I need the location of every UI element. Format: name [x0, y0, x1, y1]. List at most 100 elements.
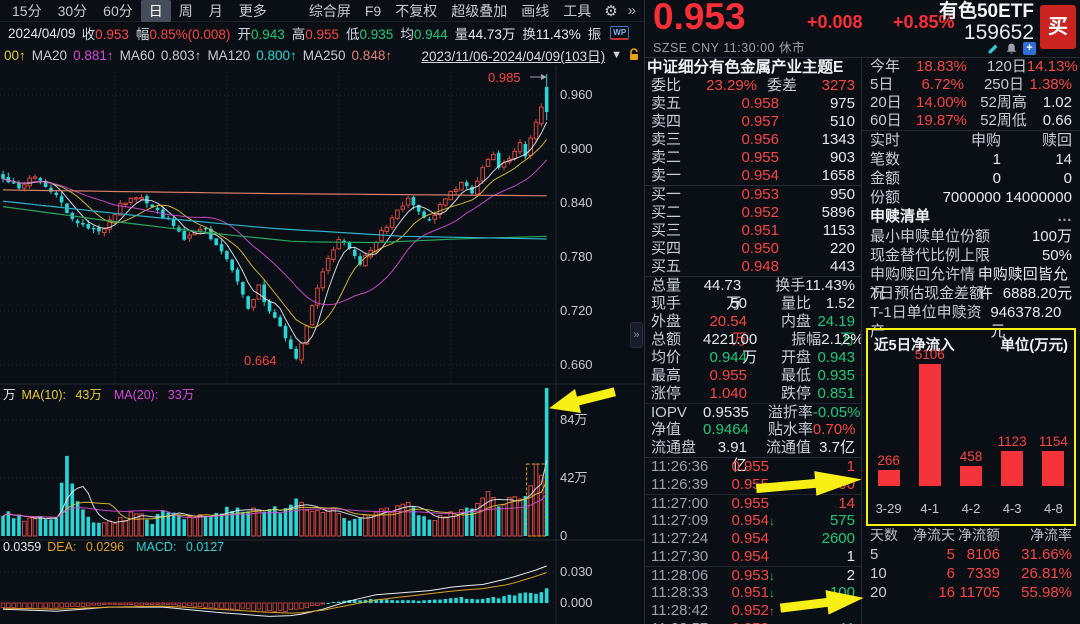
- level-label: 卖五: [651, 95, 682, 112]
- level-volume: 903: [829, 149, 855, 166]
- weibi-label: 委比: [651, 77, 682, 94]
- net-inflow-title: 近5日净流入: [874, 338, 955, 354]
- bid-levels: 买一 0.953 950 买二 0.952 5896 买三 0.951 1153 买四 0.950 2…: [645, 186, 861, 276]
- realtime-row: 金额 0 0: [870, 170, 1072, 187]
- security-name: 有色50ETF 159652: [939, 1, 1034, 43]
- downtick-icon: ↓: [769, 569, 775, 583]
- level-volume: 510: [829, 113, 855, 130]
- chart-date-range[interactable]: 2023/11/06-2024/04/09(103日): [421, 49, 606, 64]
- inflow-bar-value: 266: [877, 453, 900, 468]
- settings-gear-icon[interactable]: ⚙: [604, 2, 618, 20]
- level-price: 0.948: [741, 258, 779, 275]
- price-change-pct: +0.85%: [893, 12, 955, 32]
- ma-info-bar: 00↑ MA20 0.881↑ MA60 0.803↑ MA120 0.800↑ MA250 0…: [0, 44, 644, 66]
- inflow-bar-column: 5106: [913, 347, 947, 486]
- level-label: 买一: [651, 186, 682, 203]
- volume-ma-label: 万 MA(10): 43万 MA(20): 33万: [3, 388, 195, 402]
- subscription-rows: 最小申赎单位份额 100万 现金替代比例上限 50% 申购赎回允许情况 申购赎回皆允许 T日…: [862, 227, 1080, 340]
- security-code: 159652: [963, 21, 1034, 44]
- toolbar-item-工具[interactable]: 工具: [563, 2, 592, 19]
- level-label: 买四: [651, 240, 682, 257]
- level-label: 买二: [651, 204, 682, 221]
- ask-row[interactable]: 卖五 0.958 975: [645, 95, 861, 113]
- tab-period-日[interactable]: 日: [140, 0, 171, 22]
- tab-period-15分[interactable]: 15分: [12, 2, 42, 19]
- level-label: 卖四: [651, 113, 682, 130]
- bid-row[interactable]: 买一 0.953 950: [645, 186, 861, 204]
- ohlc-量: 量44.73万: [454, 27, 516, 42]
- ma-item: MA20: [31, 47, 68, 63]
- toolbar-item-综合屏[interactable]: 综合屏: [308, 2, 351, 19]
- ask-row[interactable]: 卖一 0.954 1658: [645, 167, 861, 185]
- wp-window-icon[interactable]: WP: [610, 26, 630, 40]
- ohlc-振: 振: [587, 27, 602, 42]
- level-price: 0.950: [741, 240, 779, 257]
- tab-period-更多[interactable]: 更多: [238, 2, 267, 19]
- ohlc-开: 开0.943: [237, 27, 285, 42]
- svg-text:0.960: 0.960: [560, 87, 593, 102]
- downtick-icon: ↓: [769, 586, 775, 600]
- stat-row: 流通盘 3.91亿 流通值 3.7亿: [651, 439, 855, 474]
- chart-pane: 15分 30分 60分日周月更多 综合屏 F9 不复权 超级叠加 画线 工具 ⚙ » 2024/04…: [0, 0, 645, 624]
- info-panel: 今年 18.83% 120日 14.13% 5日 6.72% 250日 1.38% 20日 14.…: [862, 58, 1080, 624]
- inflow-bar-column: 266: [872, 453, 906, 486]
- toolbar-item-画线[interactable]: 画线: [521, 2, 550, 19]
- perf-row: 60日 19.87% 52周低 0.66: [870, 112, 1072, 129]
- market-status-line: SZSE CNY 11:30:00 休市: [653, 41, 805, 55]
- subscription-section-title: 申赎清单 …: [862, 207, 1080, 227]
- ask-levels: 卖五 0.958 975 卖四 0.957 510 卖三 0.956 1343 卖二 0.955 90…: [645, 95, 861, 185]
- weicha-value: 3273: [821, 77, 855, 94]
- level-price: 0.955: [741, 149, 779, 166]
- chart-date: 2024/04/09: [8, 25, 76, 41]
- unlock-icon[interactable]: [628, 48, 640, 62]
- perf-row: 20日 14.00% 52周高 1.02: [870, 94, 1072, 111]
- ohlc-低: 低0.935: [346, 27, 394, 42]
- tab-period-月[interactable]: 月: [208, 2, 223, 19]
- ask-row[interactable]: 卖四 0.957 510: [645, 113, 861, 131]
- bid-row[interactable]: 买四 0.950 220: [645, 240, 861, 258]
- inflow-bar-value: 1154: [1038, 434, 1068, 449]
- macd-label: 0.0359 DEA: 0.0296 MACD: 0.0127: [3, 540, 225, 554]
- tab-period-30分[interactable]: 30分: [57, 2, 88, 19]
- realtime-row: 笔数 1 14: [870, 151, 1072, 168]
- subscription-row: 申购赎回允许情况 申购赎回皆允许: [870, 266, 1068, 302]
- level-volume: 1658: [821, 167, 855, 184]
- weibi-row: 委比 23.29% 委差 3273: [645, 77, 861, 95]
- toolbar-item-F9[interactable]: F9: [364, 2, 382, 19]
- ask-row[interactable]: 卖三 0.956 1343: [645, 131, 861, 149]
- add-to-watchlist-icon[interactable]: +: [1023, 42, 1036, 55]
- ma-item: 00↑: [4, 47, 26, 63]
- tab-period-周[interactable]: 周: [178, 2, 193, 19]
- alert-bell-icon[interactable]: [1005, 42, 1018, 55]
- edit-icon[interactable]: [987, 42, 1000, 55]
- inflow-bar: [1042, 451, 1065, 486]
- inflow-bar: [1001, 451, 1024, 486]
- flow-table-row: 5 5 8106 31.66%: [870, 546, 1072, 563]
- ma-item: 0.848↑: [351, 47, 393, 63]
- toolbar-item-不复权[interactable]: 不复权: [395, 2, 438, 19]
- bid-row[interactable]: 买二 0.952 5896: [645, 204, 861, 222]
- stat-row: 最高 0.955 最低 0.935: [651, 367, 855, 384]
- uptick-icon: ↑: [769, 604, 775, 618]
- level-volume: 950: [829, 186, 855, 203]
- price-change: +0.008: [807, 12, 863, 32]
- bid-row[interactable]: 买三 0.951 1153: [645, 222, 861, 240]
- date-range-caret-icon[interactable]: ▼: [611, 49, 622, 61]
- level-volume: 1343: [821, 131, 855, 148]
- svg-text:0.720: 0.720: [560, 303, 593, 318]
- tab-period-60分[interactable]: 60分: [103, 2, 133, 19]
- ma-item: MA120: [207, 47, 251, 63]
- collapse-panel-handle[interactable]: »: [630, 322, 643, 348]
- svg-text:0.660: 0.660: [560, 357, 593, 372]
- candlestick-chart[interactable]: 0.985 0.664 0.960 0.900 0.840 0.780 0.720 0.660…: [0, 66, 644, 624]
- index-marquee[interactable]: 中证细分有色金属产业主题E: [647, 59, 844, 76]
- bid-row[interactable]: 买五 0.948 443: [645, 258, 861, 276]
- buy-button[interactable]: 买: [1040, 5, 1076, 49]
- level-price: 0.956: [741, 131, 779, 148]
- order-book-panel: 中证细分有色金属产业主题E 委比 23.29% 委差 3273 卖五 0.958 9…: [645, 58, 862, 624]
- inflow-bar-category: 4-3: [1002, 501, 1022, 516]
- toolbar-item-超级叠加[interactable]: 超级叠加: [451, 2, 508, 19]
- ask-row[interactable]: 卖二 0.955 903: [645, 149, 861, 167]
- toolbar-overflow-icon[interactable]: »: [627, 2, 636, 19]
- more-icon[interactable]: …: [1057, 208, 1072, 225]
